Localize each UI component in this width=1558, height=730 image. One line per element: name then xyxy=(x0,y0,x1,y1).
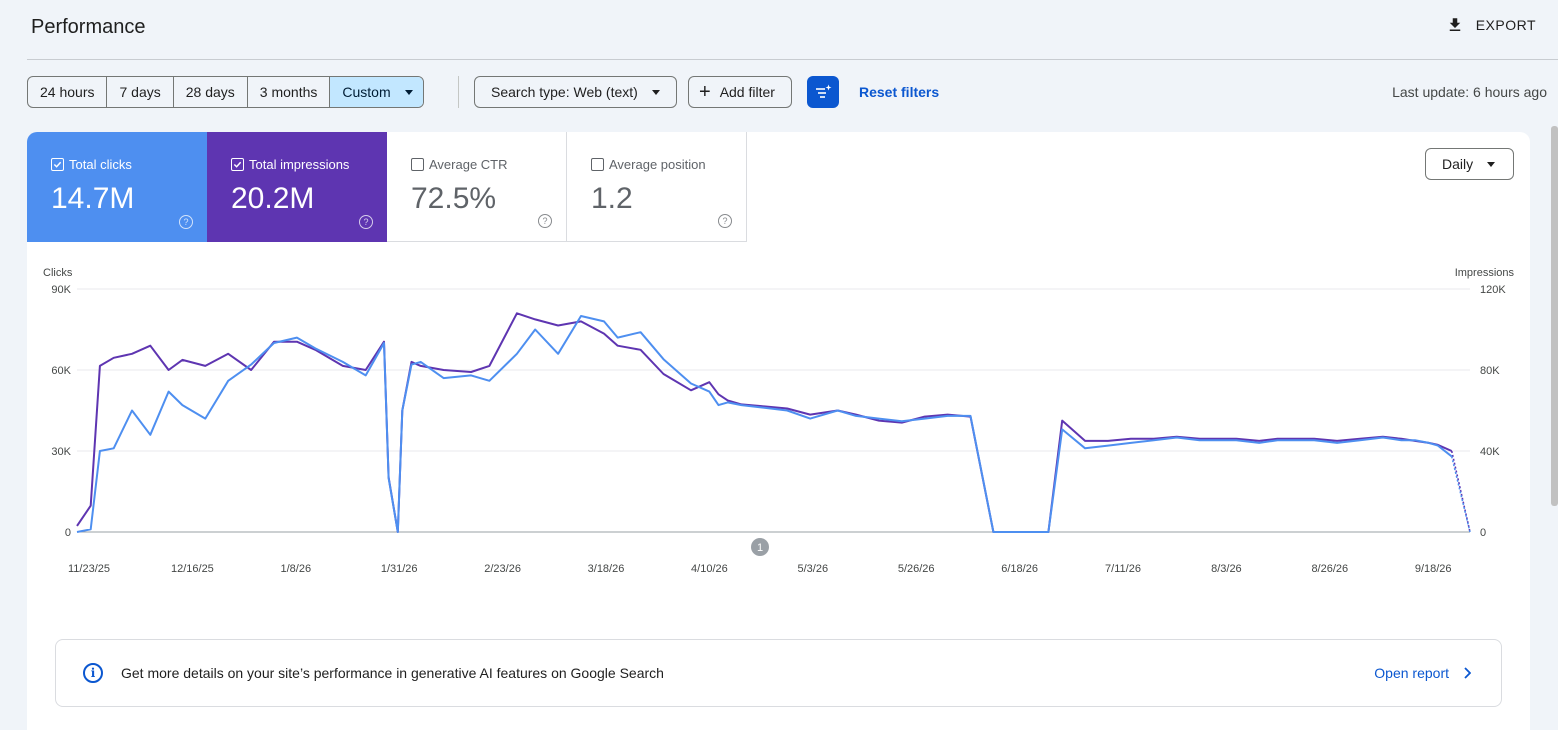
download-icon xyxy=(1449,18,1460,31)
date-range-selector: 24 hours 7 days 28 days 3 months Custom xyxy=(27,76,424,108)
reset-filters-link[interactable]: Reset filters xyxy=(859,84,940,100)
help-icon[interactable]: ? xyxy=(359,215,373,229)
right-tick-label: 120K xyxy=(1480,284,1506,296)
x-tick-label: 11/23/25 xyxy=(68,563,110,575)
range-28-days[interactable]: 28 days xyxy=(174,77,248,107)
metric-value: 14.7M xyxy=(51,182,135,215)
x-tick-label: 1/8/26 xyxy=(281,563,312,575)
range-custom-label: Custom xyxy=(342,84,391,100)
metric-label: Average position xyxy=(609,157,706,172)
annotation-label: 1 xyxy=(757,542,763,554)
metric-average-ctr[interactable]: Average CTR 72.5% ? xyxy=(387,132,567,242)
x-tick-label: 5/3/26 xyxy=(798,563,829,575)
metric-total-impressions[interactable]: Total impressions 20.2M ? xyxy=(207,132,387,242)
x-tick-label: 9/18/26 xyxy=(1415,563,1452,575)
add-filter-button[interactable]: + Add filter xyxy=(688,76,792,108)
metric-total-clicks[interactable]: Total clicks 14.7M ? xyxy=(27,132,207,242)
x-tick-label: 8/3/26 xyxy=(1211,563,1242,575)
x-tick-label: 8/26/26 xyxy=(1311,563,1348,575)
export-button[interactable]: EXPORT xyxy=(1446,16,1536,34)
toolbar-divider xyxy=(458,76,459,108)
filter-toolbar: 24 hours 7 days 28 days 3 months Custom … xyxy=(27,76,1547,108)
x-tick-label: 5/26/26 xyxy=(898,563,935,575)
annotation-marker xyxy=(751,538,769,556)
left-axis-title: Clicks xyxy=(43,267,73,279)
range-24-hours[interactable]: 24 hours xyxy=(28,77,108,107)
range-custom[interactable]: Custom xyxy=(330,77,423,107)
x-tick-label: 4/10/26 xyxy=(691,563,728,575)
ai-banner-text: Get more details on your site’s performa… xyxy=(121,665,664,681)
search-type-label: Search type: Web (text) xyxy=(491,84,638,100)
checkbox-unchecked-icon[interactable] xyxy=(411,158,424,171)
export-label: EXPORT xyxy=(1475,17,1536,33)
x-tick-label: 3/18/26 xyxy=(588,563,625,575)
left-tick-label: 60K xyxy=(51,365,71,377)
last-update-text: Last update: 6 hours ago xyxy=(1392,84,1547,100)
page-scrollbar[interactable] xyxy=(1551,126,1558,506)
x-tick-label: 6/18/26 xyxy=(1001,563,1038,575)
metric-label: Total clicks xyxy=(69,157,132,172)
clicks-partial-segment xyxy=(1450,456,1471,533)
right-axis-title: Impressions xyxy=(1455,267,1515,279)
open-report-label: Open report xyxy=(1374,665,1449,681)
performance-card: Total clicks 14.7M ? Total impressions 2… xyxy=(27,132,1530,730)
left-tick-label: 90K xyxy=(51,284,71,296)
info-icon: i xyxy=(83,663,103,683)
checkbox-unchecked-icon[interactable] xyxy=(591,158,604,171)
range-3-months[interactable]: 3 months xyxy=(248,77,331,107)
metric-label-row: Total clicks xyxy=(51,157,132,172)
left-tick-label: 30K xyxy=(51,446,71,458)
ai-filter-button[interactable] xyxy=(807,76,839,108)
x-tick-label: 2/23/26 xyxy=(484,563,521,575)
help-icon[interactable]: ? xyxy=(538,214,552,228)
clicks-series-line xyxy=(76,315,1453,533)
left-tick-label: 0 xyxy=(65,527,71,539)
page-title: Performance xyxy=(31,16,146,38)
right-tick-label: 80K xyxy=(1480,365,1500,377)
header-divider xyxy=(27,59,1558,60)
caret-down-icon xyxy=(1487,161,1496,167)
caret-down-icon xyxy=(404,89,413,95)
ai-features-banner: i Get more details on your site’s perfor… xyxy=(55,639,1502,707)
chevron-right-icon xyxy=(1464,667,1471,679)
x-tick-label: 7/11/26 xyxy=(1105,563,1141,575)
metric-label-row: Average CTR xyxy=(411,157,508,172)
checkbox-checked-icon[interactable] xyxy=(231,158,244,171)
impressions-series-line xyxy=(76,312,1453,533)
metric-label: Average CTR xyxy=(429,157,508,172)
add-filter-label: Add filter xyxy=(719,84,775,100)
range-7-days[interactable]: 7 days xyxy=(107,77,174,107)
help-icon[interactable]: ? xyxy=(718,214,732,228)
caret-down-icon xyxy=(651,89,660,95)
checkbox-checked-icon[interactable] xyxy=(51,158,64,171)
granularity-dropdown[interactable]: Daily xyxy=(1425,148,1514,180)
metric-label-row: Average position xyxy=(591,157,706,172)
open-report-link[interactable]: Open report xyxy=(1374,665,1471,681)
metric-value: 1.2 xyxy=(591,182,633,215)
metric-value: 72.5% xyxy=(411,182,497,215)
plus-icon: + xyxy=(699,81,711,103)
granularity-label: Daily xyxy=(1442,156,1474,172)
sparkle-filter-icon xyxy=(816,84,832,98)
metric-label-row: Total impressions xyxy=(231,157,349,172)
metric-value: 20.2M xyxy=(231,182,315,215)
right-tick-label: 0 xyxy=(1480,527,1486,539)
x-tick-label: 1/31/26 xyxy=(381,563,418,575)
search-type-filter[interactable]: Search type: Web (text) xyxy=(474,76,677,108)
page-header: Performance EXPORT xyxy=(0,0,1558,60)
help-icon[interactable]: ? xyxy=(179,215,193,229)
x-tick-label: 12/16/25 xyxy=(171,563,214,575)
metric-label: Total impressions xyxy=(249,157,350,172)
metric-average-position[interactable]: Average position 1.2 ? xyxy=(567,132,747,242)
right-tick-label: 40K xyxy=(1480,446,1500,458)
